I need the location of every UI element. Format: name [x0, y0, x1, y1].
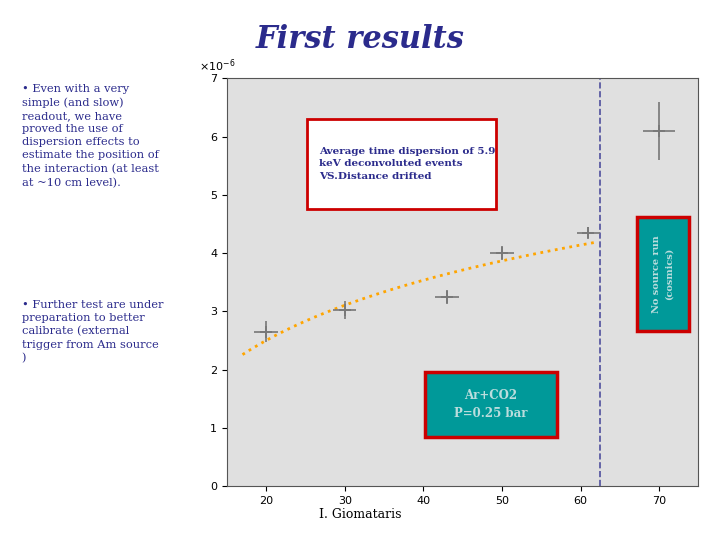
FancyBboxPatch shape — [307, 119, 495, 209]
Text: $\times10^{-6}$: $\times10^{-6}$ — [199, 58, 235, 74]
Text: First results: First results — [256, 24, 464, 55]
FancyBboxPatch shape — [637, 217, 689, 331]
Text: • Further test are under
preparation to better
calibrate (external
trigger from : • Further test are under preparation to … — [22, 300, 163, 363]
Text: Ar+CO2
P=0.25 bar: Ar+CO2 P=0.25 bar — [454, 389, 528, 420]
FancyBboxPatch shape — [425, 372, 557, 437]
Text: I. Giomataris: I. Giomataris — [319, 508, 401, 521]
Text: • Even with a very
simple (and slow)
readout, we have
proved the use of
dispersi: • Even with a very simple (and slow) rea… — [22, 84, 158, 188]
Text: No source run
(cosmics): No source run (cosmics) — [652, 235, 674, 313]
Text: Average time dispersion of 5.9
keV deconvoluted events
VS.Distance drifted: Average time dispersion of 5.9 keV decon… — [319, 147, 495, 181]
